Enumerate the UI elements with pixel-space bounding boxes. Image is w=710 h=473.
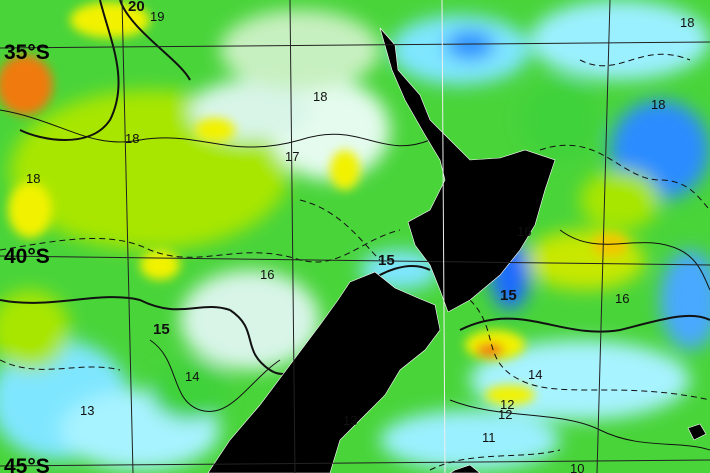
contour-label: 16 (517, 224, 532, 239)
contour-label: 15 (153, 321, 170, 338)
north-island (379, 27, 556, 313)
contour-label: 20 (128, 0, 145, 15)
land (207, 27, 707, 473)
contour-label: 18 (651, 97, 666, 112)
contour-label: 18 (125, 131, 140, 146)
contour-label: 14 (185, 369, 200, 384)
contour-label: 11 (482, 430, 496, 445)
contour-label: 12 (500, 397, 515, 412)
contour-label: 18 (26, 171, 41, 186)
contour-label: 14 (528, 367, 543, 382)
contour-label: 16 (260, 267, 275, 282)
warm-patches (0, 2, 628, 405)
latitude-label-35s: 35°S (4, 41, 50, 64)
contour-label: 13 (80, 403, 95, 418)
contour-label: 18 (680, 15, 695, 30)
contour-label: 13 (343, 413, 358, 428)
south-island (207, 271, 441, 473)
contour-label: 17 (285, 149, 300, 164)
contour-label: 18 (313, 89, 328, 104)
contour-label: 12 (498, 407, 513, 422)
latitude-label-40s: 40°S (4, 245, 50, 268)
latitude-label-45s: 45°S (4, 455, 50, 473)
contour-label: 15 (378, 252, 395, 269)
contour-label: 10 (570, 461, 585, 473)
contour-label: 15 (500, 287, 517, 304)
chatham-fragment (687, 423, 707, 441)
contour-label: 16 (615, 291, 630, 306)
contour-label: 19 (150, 9, 165, 24)
tasman-coast-fragment (449, 464, 481, 473)
